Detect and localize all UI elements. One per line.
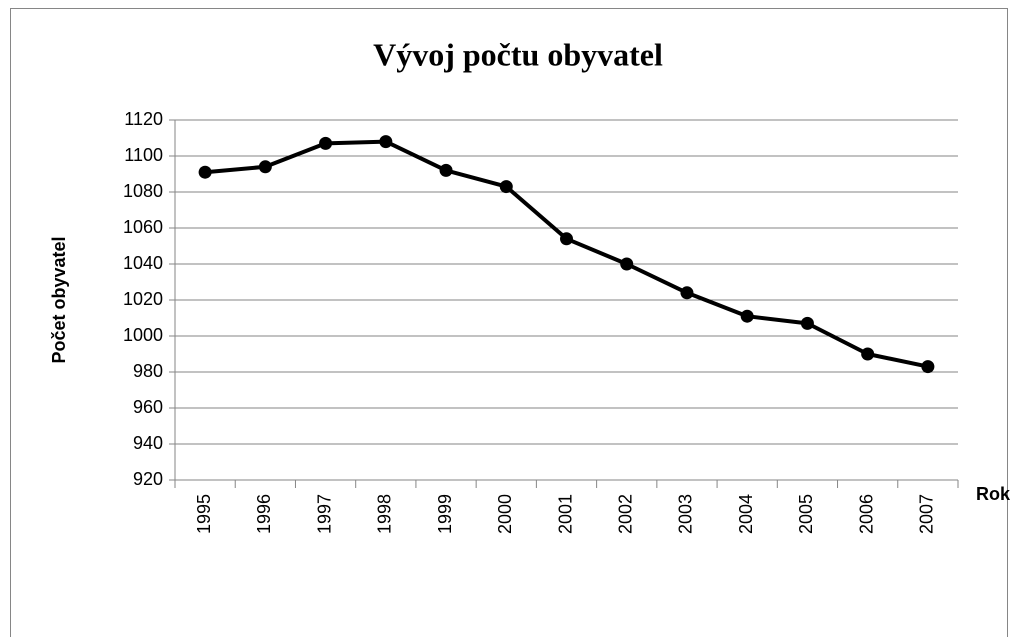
marker xyxy=(680,286,694,300)
marker xyxy=(198,165,212,179)
chart-border xyxy=(10,8,1008,637)
marker xyxy=(560,232,573,246)
marker xyxy=(740,309,754,323)
marker xyxy=(499,180,513,194)
x-tick-label: 2005 xyxy=(796,494,816,534)
y-tick-label: 1060 xyxy=(123,217,163,237)
y-tick-label: 1000 xyxy=(123,325,163,345)
y-tick-label: 980 xyxy=(133,361,163,381)
y-tick-label: 1080 xyxy=(123,181,163,201)
x-axis-label: Rok xyxy=(976,484,1011,504)
x-tick-label: 2006 xyxy=(856,494,876,534)
y-tick-label: 1040 xyxy=(123,253,163,273)
marker xyxy=(800,316,814,330)
x-tick-label: 2001 xyxy=(555,494,575,534)
marker xyxy=(319,136,333,150)
x-tick-label: 1998 xyxy=(375,494,395,534)
x-tick-label: 2002 xyxy=(615,494,635,534)
y-tick-label: 1100 xyxy=(124,145,163,165)
marker xyxy=(439,163,453,177)
x-tick-label: 1996 xyxy=(254,494,274,534)
x-tick-label: 2007 xyxy=(917,494,937,534)
marker xyxy=(258,160,272,174)
x-tick-label: 1995 xyxy=(194,494,214,534)
chart-title: Vývoj počtu obyvatel xyxy=(373,36,663,72)
y-tick-label: 1120 xyxy=(124,109,163,129)
y-tick-label: 920 xyxy=(133,469,163,489)
x-tick-label: 2003 xyxy=(676,494,696,534)
marker xyxy=(861,347,875,361)
x-tick-label: 1997 xyxy=(314,494,334,534)
x-tick-label: 2000 xyxy=(495,494,515,534)
y-tick-label: 1020 xyxy=(123,289,163,309)
y-tick-label: 960 xyxy=(133,397,163,417)
marker xyxy=(921,360,935,374)
marker xyxy=(620,257,634,271)
marker xyxy=(379,135,393,149)
x-tick-label: 2004 xyxy=(736,494,756,534)
x-tick-label: 1999 xyxy=(435,494,455,534)
y-axis-label: Počet obyvatel xyxy=(49,236,69,363)
y-tick-label: 940 xyxy=(133,433,163,453)
